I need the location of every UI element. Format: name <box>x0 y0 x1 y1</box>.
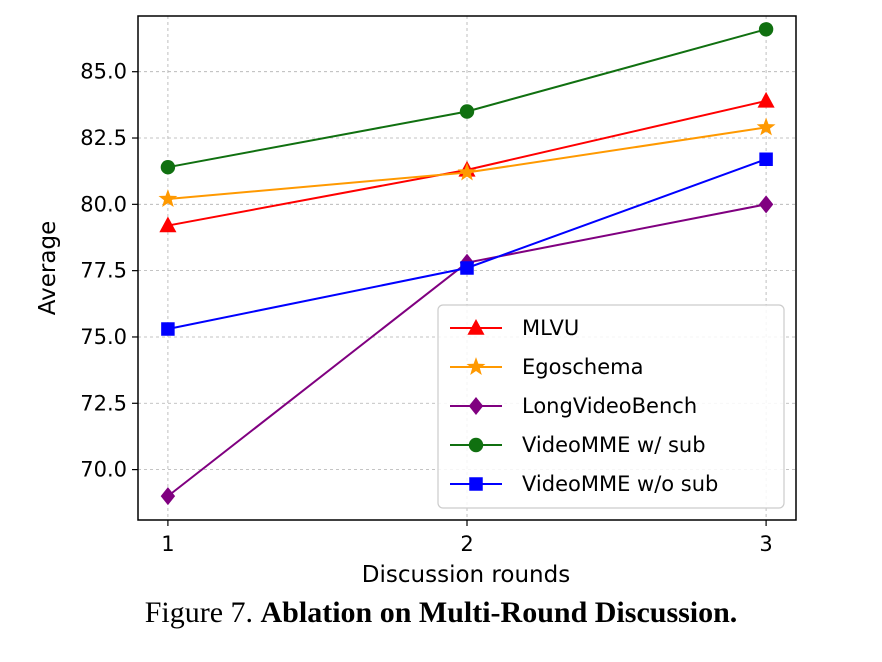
legend-label: Egoschema <box>522 355 644 379</box>
y-tick-label: 80.0 <box>80 192 127 216</box>
legend-item: VideoMME w/o sub <box>450 472 718 496</box>
data-point <box>159 216 177 233</box>
data-point <box>161 322 175 336</box>
figure-caption: Figure 7. Ablation on Multi-Round Discus… <box>0 596 882 630</box>
line-chart: 1 2 3 70.0 72.5 75.0 77.5 80.0 82.5 85.0 Discuss… <box>35 15 797 588</box>
legend-marker <box>466 357 486 376</box>
data-point <box>759 152 773 166</box>
legend-item: LongVideoBench <box>450 394 697 418</box>
x-tick-label: 2 <box>460 532 473 556</box>
legend-label: VideoMME w/ sub <box>522 433 706 457</box>
y-tick-label: 85.0 <box>80 60 127 84</box>
caption-prefix: Figure 7. <box>144 596 254 629</box>
x-axis-ticks: 1 2 3 <box>161 520 773 556</box>
series-videomme-w-o-sub <box>161 152 773 336</box>
data-point <box>460 261 474 275</box>
data-point <box>457 162 477 181</box>
legend-item: Egoschema <box>450 355 644 379</box>
y-tick-label: 72.5 <box>80 391 127 415</box>
y-tick-label: 77.5 <box>80 259 127 283</box>
legend-marker <box>468 437 484 453</box>
y-tick-label: 70.0 <box>80 458 127 482</box>
series-videomme-w-sub <box>160 22 774 175</box>
data-point <box>160 487 176 506</box>
legend-item: MLVU <box>450 316 579 340</box>
data-point <box>758 22 774 37</box>
legend-marker <box>468 397 484 415</box>
legend-marker <box>469 477 483 491</box>
legend: MLVU Egoschema LongVideoBench VideoMME w/ s… <box>437 304 785 509</box>
y-tick-label: 82.5 <box>80 126 127 150</box>
x-axis-label: Discussion rounds <box>362 562 570 588</box>
data-point <box>758 195 774 214</box>
caption-title: Ablation on Multi-Round Discussion. <box>260 596 738 629</box>
x-tick-label: 1 <box>161 532 174 556</box>
data-point <box>160 160 176 175</box>
data-point <box>756 117 776 136</box>
legend-label: LongVideoBench <box>522 394 697 418</box>
legend-label: MLVU <box>522 316 579 340</box>
series-line <box>167 28 767 169</box>
series-egoschema <box>158 117 776 208</box>
legend-item: VideoMME w/ sub <box>450 433 706 457</box>
y-axis-label: Average <box>35 221 61 315</box>
data-point <box>158 189 178 208</box>
data-point <box>757 91 775 108</box>
legend-box <box>437 304 785 509</box>
series-layer <box>158 22 776 506</box>
legend-marker <box>467 319 485 335</box>
x-tick-label: 3 <box>759 532 772 556</box>
data-point <box>459 104 475 119</box>
y-axis-ticks: 70.0 72.5 75.0 77.5 80.0 82.5 85.0 <box>80 60 138 482</box>
legend-label: VideoMME w/o sub <box>522 472 718 496</box>
y-tick-label: 75.0 <box>80 325 127 349</box>
